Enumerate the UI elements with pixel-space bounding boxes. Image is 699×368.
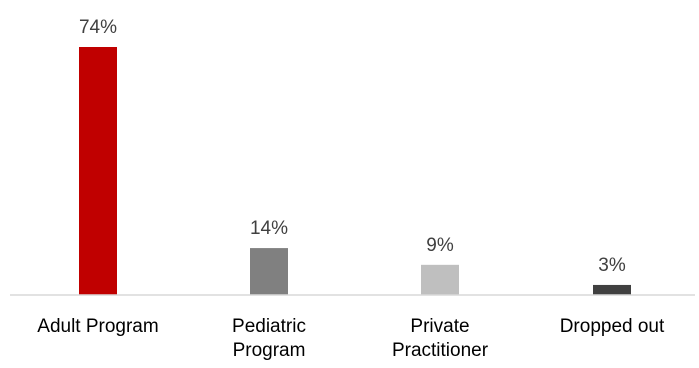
bars-group bbox=[79, 47, 631, 295]
category-label-2-line-0: Private bbox=[410, 316, 469, 337]
bar-2 bbox=[421, 265, 459, 295]
bar-3 bbox=[593, 285, 631, 295]
bar-0 bbox=[79, 47, 117, 295]
value-labels-group: 74% 14% 9% 3% bbox=[79, 17, 626, 276]
category-label-0-line-0: Adult Program bbox=[37, 316, 158, 337]
value-label-1: 14% bbox=[250, 218, 288, 239]
category-label-1-line-1: Program bbox=[233, 340, 306, 361]
value-label-2: 9% bbox=[426, 235, 454, 256]
category-labels-group: Adult Program Pediatric Program Private Prac… bbox=[37, 316, 665, 361]
value-label-3: 3% bbox=[598, 255, 626, 276]
value-label-0: 74% bbox=[79, 17, 117, 38]
category-label-1-line-0: Pediatric bbox=[232, 316, 306, 337]
category-label-2-line-1: Practitioner bbox=[392, 340, 489, 361]
category-label-3-line-0: Dropped out bbox=[560, 316, 665, 337]
bar-1 bbox=[250, 248, 288, 295]
